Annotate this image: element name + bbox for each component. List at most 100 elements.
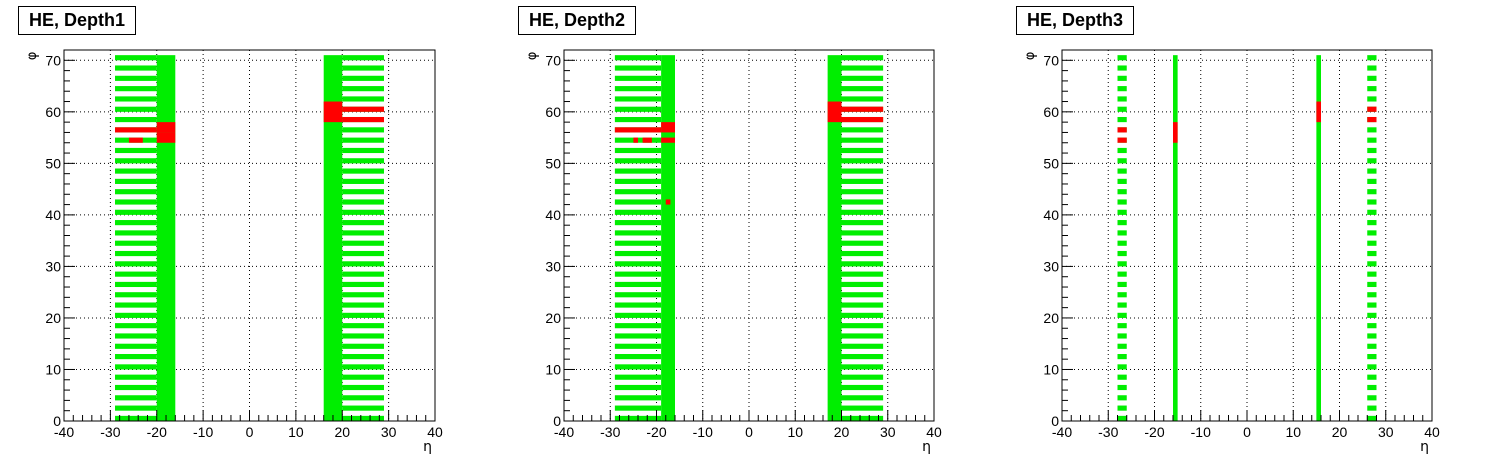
good-cell	[342, 220, 384, 226]
x-tick-label: 10	[1285, 424, 1301, 440]
bad-cell	[128, 137, 143, 143]
y-tick-label: 70	[45, 52, 61, 68]
good-cell	[1367, 137, 1377, 143]
good-cell	[342, 86, 384, 92]
good-cell	[614, 384, 662, 391]
good-cell	[1367, 302, 1377, 308]
good-cell	[614, 158, 662, 164]
good-cell	[614, 323, 662, 329]
good-cell	[614, 343, 662, 349]
good-cell	[115, 333, 157, 339]
bad-cell	[156, 122, 176, 133]
good-cell	[841, 158, 884, 164]
good-cell	[115, 271, 157, 277]
y-tick-label: 70	[1043, 52, 1059, 68]
good-cell	[1117, 199, 1127, 205]
good-cell	[614, 65, 662, 71]
good-cell	[614, 147, 662, 154]
good-cell	[342, 189, 384, 195]
good-cell	[115, 240, 157, 246]
good-cell	[827, 55, 842, 422]
good-cell	[841, 405, 884, 411]
good-cell	[1367, 354, 1377, 360]
good-cell	[342, 65, 384, 71]
good-cell	[342, 55, 384, 61]
good-cell	[614, 86, 662, 92]
y-tick-label: 60	[1043, 104, 1059, 120]
good-cell	[115, 354, 157, 360]
good-cell	[1367, 405, 1377, 411]
y-tick-label: 20	[1043, 310, 1059, 326]
good-cell	[1367, 75, 1377, 81]
good-cell	[342, 261, 384, 267]
x-tick-label: -20	[646, 424, 666, 440]
good-cell	[841, 189, 884, 195]
good-cell	[1117, 292, 1127, 298]
plot-title-depth1: HE, Depth1	[18, 6, 137, 35]
good-cell	[115, 323, 157, 329]
good-cell	[614, 106, 662, 112]
good-cell	[1117, 168, 1127, 174]
good-cell	[1117, 220, 1127, 226]
good-cell	[115, 209, 157, 215]
good-cell	[115, 281, 157, 288]
bad-cell	[323, 101, 343, 123]
good-cell	[1367, 312, 1377, 318]
good-cell	[323, 55, 343, 422]
good-cell	[115, 147, 157, 154]
good-cell	[1367, 86, 1377, 92]
good-cell	[115, 374, 157, 380]
good-cell	[342, 271, 384, 277]
good-cell	[1367, 250, 1377, 257]
good-cell	[115, 189, 157, 195]
x-tick-label: 20	[334, 424, 350, 440]
good-cell	[342, 127, 384, 133]
good-cell	[115, 65, 157, 71]
good-cell	[115, 292, 157, 298]
y-tick-label: 0	[53, 413, 61, 429]
good-cell	[342, 199, 384, 205]
good-cell	[1367, 333, 1377, 339]
good-cell	[614, 405, 662, 411]
good-cell	[1367, 158, 1377, 164]
x-tick-label: -40	[54, 424, 74, 440]
bad-cell	[1367, 106, 1377, 112]
good-cell	[614, 271, 662, 277]
y-tick-label: 10	[45, 361, 61, 377]
y-tick-label: 50	[1043, 155, 1059, 171]
good-cell	[614, 189, 662, 195]
good-cell	[1117, 65, 1127, 71]
y-tick-label: 10	[545, 361, 561, 377]
good-cell	[342, 96, 384, 102]
good-cell	[614, 178, 662, 184]
good-cell	[1117, 333, 1127, 339]
good-cell	[841, 271, 884, 277]
plot-2: -40 -30 -20 -10 0 10 20 30 40 0 10 20 30 40 50 60 70 η φ	[525, 49, 942, 455]
good-cell	[1117, 147, 1127, 154]
good-cell	[342, 415, 384, 421]
good-cell	[1367, 147, 1377, 154]
x-tick-label: 30	[381, 424, 397, 440]
y-tick-label: 10	[1043, 361, 1059, 377]
x-tick-label: 20	[1332, 424, 1348, 440]
good-cell	[1367, 230, 1377, 236]
good-cell	[1367, 209, 1377, 215]
good-cell	[661, 55, 675, 422]
bad-cell	[1173, 122, 1178, 143]
y-tick-label: 30	[1043, 258, 1059, 274]
bad-cell	[1117, 127, 1127, 133]
y-axis-label: φ	[1023, 52, 1038, 61]
x-axis-label: η	[922, 439, 931, 455]
good-cell	[115, 415, 157, 421]
good-cell	[115, 302, 157, 308]
good-cell	[614, 55, 662, 61]
x-tick-label: -40	[1052, 424, 1072, 440]
good-cell	[342, 178, 384, 184]
y-tick-label: 30	[45, 258, 61, 274]
good-cell	[1316, 55, 1321, 422]
bad-cell	[115, 127, 157, 133]
good-cell	[1117, 209, 1127, 215]
good-cell	[342, 168, 384, 174]
good-cell	[1367, 271, 1377, 277]
bad-cell	[841, 106, 884, 112]
